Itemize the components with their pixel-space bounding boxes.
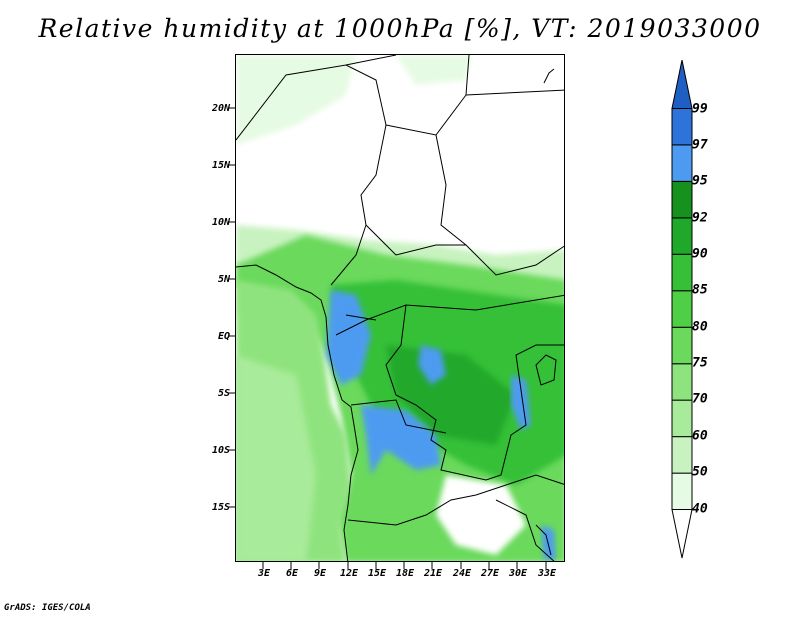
lat-label-5s: 5S [217,388,230,399]
lat-label-10n: 10N [211,217,230,228]
map-panel [235,54,565,562]
lon-label-21e: 21E [423,568,443,579]
lon-label-12e: 12E [339,568,359,579]
colorbar-label-40: 40 [692,501,708,517]
colorbar-label-80: 80 [692,319,708,335]
colorbar-label-60: 60 [692,428,708,444]
lat-label-eq: EQ [217,331,230,342]
saturated-area-congo [418,345,446,385]
lon-label-6e: 6E [285,568,299,579]
dry-patch-south [436,475,526,555]
colorbar-label-95: 95 [692,173,708,189]
lon-label-30e: 30E [508,568,528,579]
colorbar-label-92: 92 [692,210,708,226]
colorbar [671,60,693,559]
colorbar-segment [671,363,693,401]
lon-label-9e: 9E [313,568,327,579]
colorbar-segment [671,399,693,438]
colorbar-segment [671,144,693,182]
lat-label-10s: 10S [211,445,230,456]
map-canvas [236,55,564,561]
humidity-field-ocean-south [236,355,316,561]
colorbar-segment [671,326,693,365]
axis-ticks [228,107,547,569]
grads-credit: GrADS: IGES/COLA [4,603,91,613]
humidity-core-max [386,345,516,445]
colorbar-segment [671,180,693,219]
colorbar-label-75: 75 [692,355,708,371]
saturated-area-angola [361,405,441,475]
lat-label-15n: 15N [211,160,230,171]
colorbar-segment [671,436,693,474]
colorbar-label-97: 97 [692,137,708,153]
colorbar-label-99: 99 [692,101,708,117]
colorbar-segment [671,509,693,559]
humidity-field-north-2 [396,55,471,85]
colorbar-label-70: 70 [692,391,708,407]
colorbar-label-85: 85 [692,282,708,298]
colorbar-segment [671,107,693,146]
colorbar-segment [671,472,693,511]
saturated-area-lake [511,375,531,430]
country-borders [236,55,564,561]
colorbar-segment [671,253,693,292]
chart-title: Relative humidity at 1000hPa [%], VT: 20… [38,14,762,43]
colorbar-segment [671,217,693,255]
lat-label-20n: 20N [211,103,230,114]
humidity-field-north [236,55,356,145]
colorbar-label-50: 50 [692,464,708,480]
lon-label-27e: 27E [480,568,500,579]
lon-label-18e: 18E [395,568,415,579]
lon-label-15e: 15E [367,568,387,579]
colorbar-segment [671,60,693,109]
lon-label-3e: 3E [257,568,271,579]
lat-label-15s: 15S [211,502,230,513]
colorbar-segment [671,290,693,328]
lat-label-5n: 5N [217,274,230,285]
lon-label-24e: 24E [452,568,472,579]
coastline [236,264,359,561]
saturated-area-gabon [326,290,371,385]
colorbar-label-90: 90 [692,246,708,262]
lon-label-33e: 33E [537,568,557,579]
